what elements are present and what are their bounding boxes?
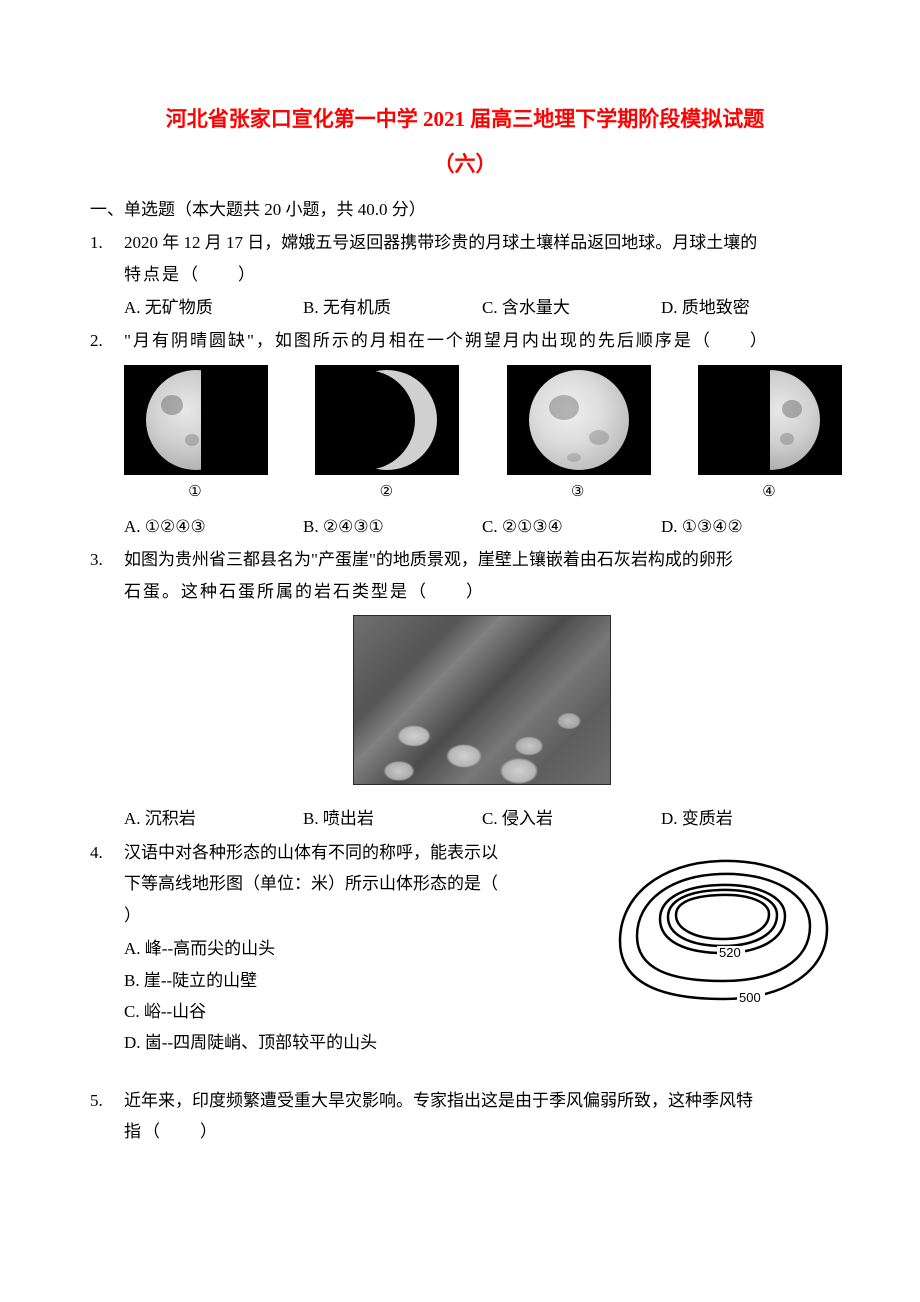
moon-label: ② [315, 479, 457, 507]
page-title: 河北省张家口宣化第一中学 2021 届高三地理下学期阶段模拟试题 [90, 100, 840, 139]
question-stem: 石蛋。这种石蛋所属的岩石类型是（ ） [124, 576, 840, 607]
moon-phase-3: ③ [507, 365, 649, 507]
question-1: 1. 2020 年 12 月 17 日，嫦娥五号返回器携带珍贵的月球土壤样品返回… [90, 227, 840, 323]
question-stem: 2020 年 12 月 17 日，嫦娥五号返回器携带珍贵的月球土壤样品返回地球。… [124, 227, 840, 258]
option-b: B. 喷出岩 [303, 803, 482, 834]
option-d: D. 质地致密 [661, 292, 840, 323]
contour-label-500: 500 [739, 990, 761, 1005]
option-c: C. 峪--山谷 [124, 996, 595, 1027]
question-2: 2. "月有阴晴圆缺"，如图所示的月相在一个朔望月内出现的先后顺序是（ ） ① … [90, 325, 840, 542]
option-b: B. ②④③① [303, 511, 482, 542]
question-stem: 指（ ） [124, 1116, 840, 1147]
option-d: D. ①③④② [661, 511, 840, 542]
moon-image-crescent [315, 365, 459, 475]
question-number: 4. [90, 837, 124, 1059]
section-heading: 一、单选题（本大题共 20 小题，共 40.0 分） [90, 194, 840, 225]
question-number: 5. [90, 1085, 124, 1148]
question-5: 5. 近年来，印度频繁遭受重大旱灾影响。专家指出这是由于季风偏弱所致，这种季风特… [90, 1085, 840, 1148]
contour-label-520: 520 [719, 945, 741, 960]
option-d: D. 崮--四周陡峭、顶部较平的山头 [124, 1027, 595, 1058]
question-stem: 特点是（ ） [124, 259, 840, 290]
option-a: A. 无矿物质 [124, 292, 303, 323]
moon-image-full [507, 365, 651, 475]
option-c: C. 含水量大 [482, 292, 661, 323]
question-stem: 近年来，印度频繁遭受重大旱灾影响。专家指出这是由于季风偏弱所致，这种季风特 [124, 1085, 840, 1116]
moon-phase-2: ② [315, 365, 457, 507]
option-a: A. ①②④③ [124, 511, 303, 542]
question-number: 3. [90, 544, 124, 835]
rock-cliff-image [353, 615, 611, 785]
moon-phase-1: ① [124, 365, 266, 507]
contour-map: 520 500 [605, 841, 840, 1011]
option-b: B. 无有机质 [303, 292, 482, 323]
page-subtitle: （六） [90, 145, 840, 184]
question-stem: 如图为贵州省三都县名为"产蛋崖"的地质景观，崖壁上镶嵌着由石灰岩构成的卵形 [124, 544, 840, 575]
question-stem: ） [124, 900, 595, 931]
question-stem: 汉语中对各种形态的山体有不同的称呼，能表示以 [124, 837, 595, 868]
question-3: 3. 如图为贵州省三都县名为"产蛋崖"的地质景观，崖壁上镶嵌着由石灰岩构成的卵形… [90, 544, 840, 835]
question-stem: "月有阴晴圆缺"，如图所示的月相在一个朔望月内出现的先后顺序是（ ） [124, 325, 840, 356]
question-number: 2. [90, 325, 124, 542]
moon-image-gibbous-left [124, 365, 268, 475]
moon-image-half-right [698, 365, 842, 475]
moon-phase-4: ④ [698, 365, 840, 507]
moon-label: ① [124, 479, 266, 507]
question-stem: 下等高线地形图（单位：米）所示山体形态的是（ [124, 868, 595, 899]
option-a: A. 峰--高而尖的山头 [124, 933, 595, 964]
moon-label: ③ [507, 479, 649, 507]
option-c: C. 侵入岩 [482, 803, 661, 834]
option-a: A. 沉积岩 [124, 803, 303, 834]
question-number: 1. [90, 227, 124, 323]
option-c: C. ②①③④ [482, 511, 661, 542]
moon-label: ④ [698, 479, 840, 507]
option-d: D. 变质岩 [661, 803, 840, 834]
option-b: B. 崖--陡立的山壁 [124, 965, 595, 996]
question-4: 4. 汉语中对各种形态的山体有不同的称呼，能表示以 下等高线地形图（单位：米）所… [90, 837, 840, 1059]
